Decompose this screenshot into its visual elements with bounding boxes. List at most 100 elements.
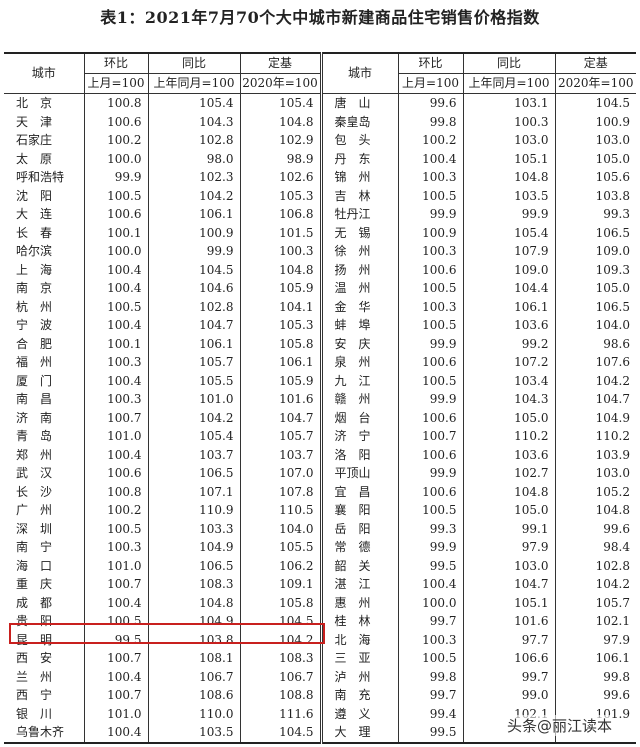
left-yoy-cell: 100.9 [147,223,240,242]
right-mom-cell: 99.8 [397,667,463,686]
right-yoy-cell: 103.5 [462,186,555,205]
table-row: 太 原 100.0 98.0 98.9 丹 东 100.4 105.1 105.0 [4,149,636,168]
watermark: 头条@丽江读本 [507,715,613,736]
left-base-cell: 110.5 [239,501,321,520]
right-yoy-cell: 103.6 [462,445,555,464]
left-yoy-cell: 102.3 [147,168,240,187]
left-base-cell: 108.8 [239,686,321,705]
left-yoy-cell: 102.8 [147,297,240,316]
left-mom-cell: 100.7 [83,575,148,594]
table-row: 上 海 100.4 104.5 104.8 扬 州 100.6 109.0 109.3 [4,260,636,279]
right-yoy-cell: 106.1 [462,297,555,316]
left-base-cell: 107.8 [239,482,321,501]
left-mom-cell: 100.3 [83,353,148,372]
right-base-cell: 106.5 [554,223,636,242]
right-mom-cell: 100.6 [397,408,463,427]
right-city-cell: 洛 阳 [319,445,398,464]
left-mom-cell: 100.6 [83,464,148,483]
right-city-cell: 秦皇岛 [319,112,398,131]
header-mom-sub: 上月=100 [397,73,463,94]
table-row: 大 连 100.6 106.1 106.8 牡丹江 99.9 99.9 99.3 [4,205,636,224]
right-yoy-cell: 97.9 [462,538,555,557]
right-mom-cell: 100.6 [397,353,463,372]
right-city-cell: 北 海 [319,630,398,649]
left-base-cell: 107.0 [239,464,321,483]
table-row: 济 南 100.7 104.2 104.7 烟 台 100.6 105.0 104.9 [4,408,636,427]
right-city-cell: 蚌 埠 [319,316,398,335]
right-city-cell: 岳 阳 [319,519,398,538]
right-base-cell: 98.4 [554,538,636,557]
left-city-cell: 南 京 [16,281,53,295]
left-base-cell: 102.6 [239,168,321,187]
right-yoy-cell: 103.4 [462,371,555,390]
table-row: 郑 州 100.4 103.7 103.7 洛 阳 100.6 103.6 103.9 [4,445,636,464]
right-city-cell: 常 德 [319,538,398,557]
right-yoy-cell: 107.2 [462,353,555,372]
right-yoy-cell: 97.7 [462,630,555,649]
right-base-cell: 105.6 [554,168,636,187]
left-yoy-cell: 107.1 [147,482,240,501]
right-city-cell: 襄 阳 [319,501,398,520]
left-yoy-cell: 106.5 [147,556,240,575]
table-row: 武 汉 100.6 106.5 107.0 平顶山 99.9 102.7 103.0 [4,464,636,483]
right-base-cell: 99.6 [554,519,636,538]
right-base-cell: 109.0 [554,242,636,261]
right-city-cell: 泸 州 [319,667,398,686]
right-mom-cell: 100.3 [397,168,463,187]
right-yoy-cell: 103.0 [462,556,555,575]
right-yoy-cell: 103.1 [462,93,555,113]
left-city-cell: 深 圳 [16,521,53,536]
left-yoy-cell: 103.7 [147,445,240,464]
header-base: 定基 [554,52,636,74]
header-base-sub: 2020年=100 [554,73,636,94]
right-mom-cell: 100.3 [397,297,463,316]
left-city-cell: 沈 阳 [16,188,53,203]
left-city-cell: 银 川 [16,706,53,721]
table-row: 福 州 100.3 105.7 106.1 泉 州 100.6 107.2 107.6 [4,353,636,372]
right-yoy-cell: 103.0 [462,131,555,150]
left-base-cell: 105.5 [239,538,321,557]
right-city-cell: 徐 州 [319,242,398,261]
table-row: 长 春 100.1 100.9 101.5 无 锡 100.9 105.4 106.5 [4,223,636,242]
left-base-cell: 109.1 [239,575,321,594]
left-yoy-cell: 104.2 [147,186,240,205]
left-mom-cell: 100.0 [83,242,148,261]
right-base-cell: 102.1 [554,612,636,631]
right-city-cell: 烟 台 [319,408,398,427]
left-mom-cell: 100.4 [83,445,148,464]
right-mom-cell: 100.5 [397,279,463,298]
left-city-cell: 合 肥 [16,336,53,351]
right-city-cell: 温 州 [319,279,398,298]
right-yoy-cell: 104.4 [462,279,555,298]
left-base-cell: 105.7 [239,427,321,446]
right-mom-cell: 100.4 [397,575,463,594]
header-city: 城市 [319,52,398,94]
left-mom-cell: 100.3 [83,538,148,557]
left-mom-cell: 100.0 [83,149,148,168]
header-yoy: 同比 [147,52,240,74]
right-mom-cell: 99.3 [397,519,463,538]
right-mom-cell: 99.7 [397,686,463,705]
right-city-cell: 扬 州 [319,260,398,279]
right-base-cell: 105.0 [554,279,636,298]
right-yoy-cell: 99.1 [462,519,555,538]
right-mom-cell: 99.7 [397,612,463,631]
table-row: 西 安 100.7 108.1 108.3 三 亚 100.5 106.6 106.1 [4,649,636,668]
header-mom: 环比 [83,52,148,74]
right-base-cell: 99.6 [554,686,636,705]
left-mom-cell: 101.0 [83,704,148,723]
right-city-cell: 遵 义 [319,704,398,723]
left-mom-cell: 101.0 [83,427,148,446]
right-city-cell: 九 江 [319,371,398,390]
left-mom-cell: 100.7 [83,649,148,668]
table-row: 石家庄 100.2 102.8 102.9 包 头 100.2 103.0 103.0 [4,131,636,150]
left-yoy-cell: 101.0 [147,390,240,409]
right-yoy-cell: 99.7 [462,667,555,686]
table-row: 厦 门 100.4 105.5 105.9 九 江 100.5 103.4 104.2 [4,371,636,390]
table-row: 海 口 101.0 106.5 106.2 韶 关 99.5 103.0 102.8 [4,556,636,575]
left-mom-cell: 100.4 [83,279,148,298]
price-index-table: 城市 环比 同比 定基 城市 环比 同比 定基 上月=100 上年同月=100 … [4,52,636,744]
right-city-cell: 赣 州 [319,390,398,409]
left-base-cell: 105.9 [239,279,321,298]
right-base-cell: 103.0 [554,131,636,150]
